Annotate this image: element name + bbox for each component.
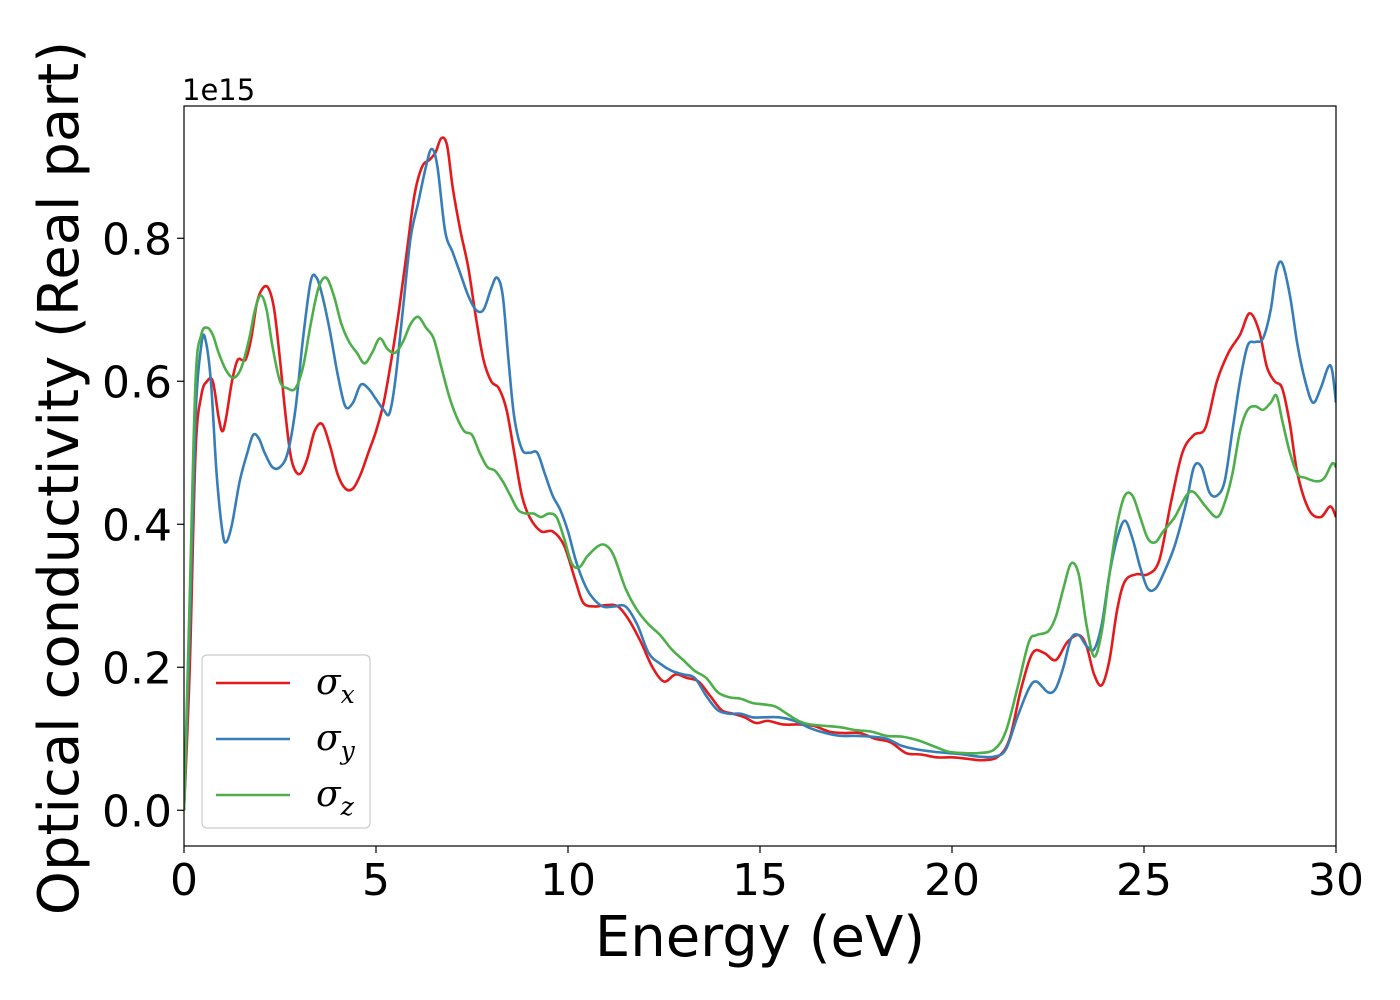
- x-axis: 0 5 10 15 20 25 30: [170, 846, 1364, 906]
- x-tick-label: 0: [170, 855, 198, 906]
- x-axis-label: Energy (eV): [595, 905, 925, 970]
- x-tick-label: 20: [924, 855, 980, 906]
- y-tick-label: 0.6: [102, 357, 172, 408]
- legend-box: [201, 654, 371, 829]
- x-tick-label: 10: [540, 855, 596, 906]
- y-axis: 0.0 0.2 0.4 0.6 0.8: [102, 214, 184, 837]
- y-axis-offset-text: 1e15: [182, 73, 255, 107]
- x-tick-label: 15: [732, 855, 788, 906]
- legend-label-x: σx: [316, 662, 355, 709]
- y-tick-label: 0.2: [102, 643, 172, 694]
- legend-label-y: σy: [316, 718, 356, 765]
- x-tick-label: 5: [362, 855, 390, 906]
- series-line-x: [184, 136, 1336, 811]
- y-tick-label: 0.4: [102, 500, 172, 551]
- y-tick-label: 0.0: [102, 786, 172, 837]
- x-tick-label: 30: [1308, 855, 1364, 906]
- x-tick-label: 25: [1116, 855, 1172, 906]
- series-line-z: [184, 276, 1336, 811]
- series-layer: [184, 136, 1336, 811]
- y-axis-label: Optical conductivity (Real part): [27, 41, 92, 915]
- y-tick-label: 0.8: [102, 214, 172, 265]
- series-line-y: [184, 147, 1336, 811]
